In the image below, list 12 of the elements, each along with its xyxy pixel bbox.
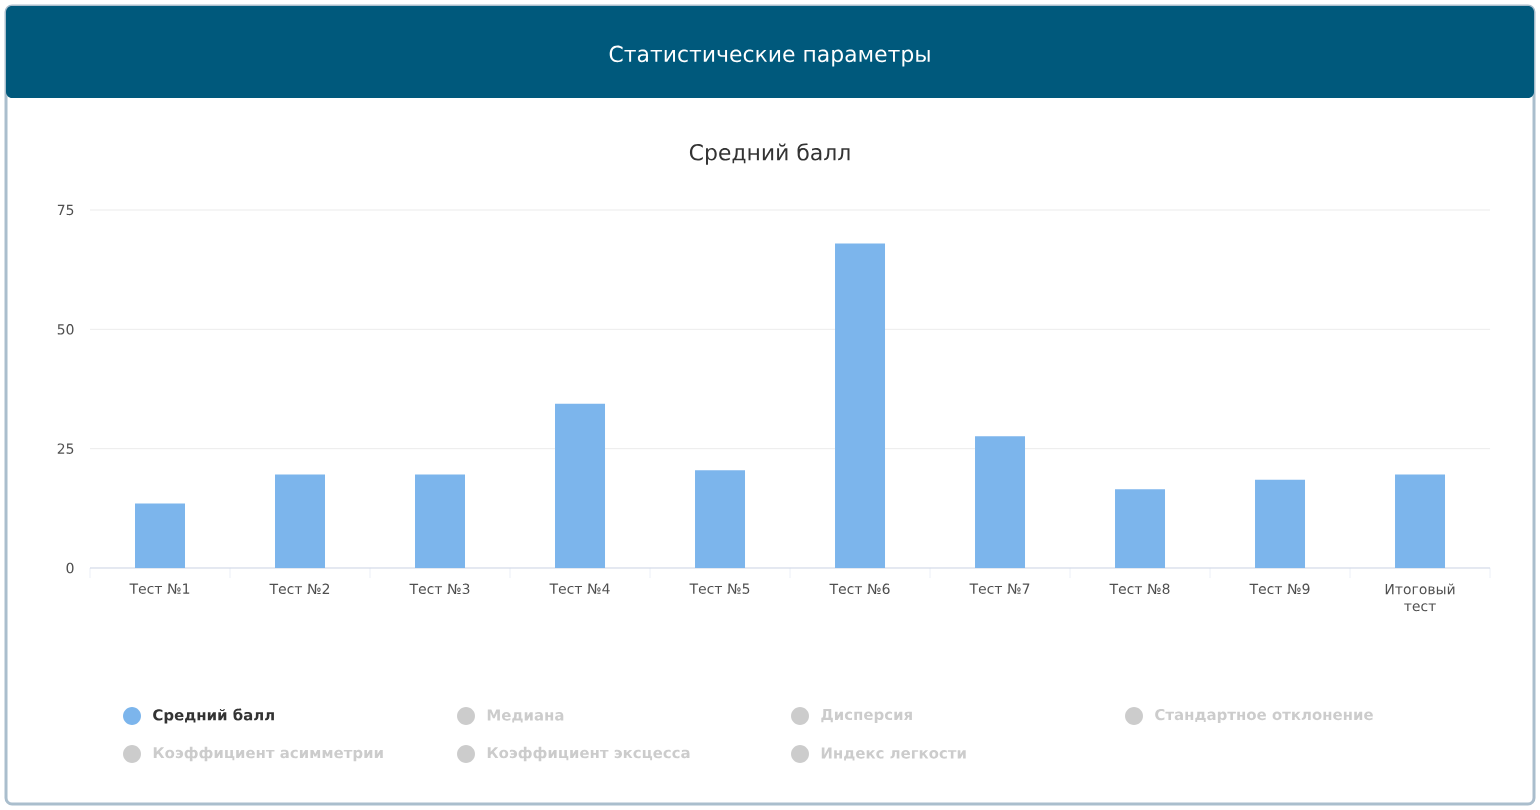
bar bbox=[1395, 474, 1446, 568]
bar bbox=[835, 243, 886, 568]
bar bbox=[555, 403, 606, 568]
bar bbox=[415, 474, 466, 568]
bar bbox=[135, 503, 186, 568]
bar bbox=[1255, 479, 1306, 568]
bar bbox=[275, 474, 326, 568]
bar bbox=[1115, 489, 1166, 568]
bar bbox=[695, 470, 746, 568]
chart-title: Статистические параметры bbox=[609, 45, 930, 67]
chart-subtitle: Средний балл bbox=[689, 143, 850, 165]
bar bbox=[975, 436, 1026, 568]
